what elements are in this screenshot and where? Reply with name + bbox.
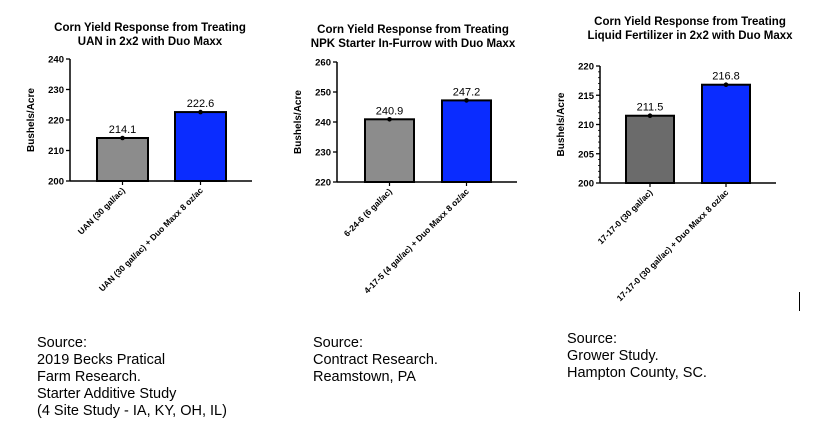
- source-line: Reamstown, PA: [313, 369, 416, 385]
- y-tick-label: 220: [315, 178, 331, 189]
- source-line: Source:: [567, 331, 617, 347]
- chart-title: NPK Starter In-Furrow with Duo Maxx: [311, 38, 516, 50]
- chart-title: Corn Yield Response from Treating: [317, 24, 509, 36]
- source-line: 2019 Becks Pratical: [37, 352, 166, 368]
- source-line: Hampton County, SC.: [567, 365, 707, 381]
- bar: [441, 99, 492, 183]
- data-point: [723, 82, 729, 88]
- y-tick-label: 215: [578, 91, 595, 102]
- y-tick-label: 200: [578, 179, 594, 190]
- source-line: Contract Research.: [313, 352, 438, 368]
- source-line: Source:: [313, 335, 363, 351]
- data-label: 211.5: [637, 102, 664, 114]
- y-tick-label: 250: [315, 88, 331, 99]
- data-point: [464, 98, 469, 103]
- data-label: 216.8: [712, 71, 740, 83]
- data-label: 240.9: [376, 105, 404, 117]
- y-tick-label: 205: [578, 149, 595, 160]
- x-tick-label: 17-17-0 (30 gal/ac): [596, 187, 655, 246]
- y-axis-label: Bushels/Acre: [26, 88, 37, 152]
- y-tick-label: 210: [48, 146, 64, 157]
- bar: [174, 111, 227, 182]
- data-point: [120, 135, 125, 141]
- y-tick-label: 230: [315, 148, 331, 159]
- y-tick-label: 220: [578, 62, 594, 73]
- y-tick-label: 200: [48, 177, 64, 188]
- source-line: Grower Study.: [567, 348, 659, 364]
- y-tick-label: 240: [48, 55, 64, 66]
- source-note-2: Source: Contract Research. Reamstown, PA: [313, 335, 438, 386]
- y-tick-label: 220: [48, 116, 64, 127]
- source-line: (4 Site Study - IA, KY, OH, IL): [37, 403, 227, 419]
- x-tick-label: 6-24-6 (6 gal/ac): [342, 186, 394, 238]
- data-label: 222.6: [187, 98, 215, 110]
- y-axis-label: Bushels/Acre: [293, 90, 304, 154]
- bar: [625, 114, 675, 184]
- chart-title: Liquid Fertilizer in 2x2 with Duo Maxx: [587, 30, 793, 42]
- y-tick-label: 210: [578, 120, 594, 131]
- data-label: 247.2: [453, 86, 481, 98]
- source-note-3: Source: Grower Study. Hampton County, SC…: [567, 331, 707, 382]
- bar: [364, 118, 415, 184]
- source-line: Source:: [37, 335, 87, 351]
- data-point: [387, 117, 392, 122]
- y-tick-label: 240: [315, 118, 331, 129]
- bar: [701, 83, 751, 184]
- source-note-1: Source: 2019 Becks Pratical Farm Researc…: [37, 335, 227, 420]
- y-tick-label: 260: [315, 58, 331, 69]
- x-tick-label: UAN (30 gal/ac): [76, 185, 127, 236]
- y-tick-label: 230: [48, 85, 64, 96]
- data-label: 214.1: [109, 124, 137, 136]
- source-line: Farm Research.: [37, 369, 141, 385]
- data-point: [198, 109, 203, 115]
- chart-title: UAN in 2x2 with Duo Maxx: [78, 36, 223, 48]
- data-point: [647, 113, 653, 119]
- chart-title: Corn Yield Response from Treating: [54, 22, 246, 34]
- text-cursor: [799, 292, 800, 311]
- y-axis-label: Bushels/Acre: [556, 92, 567, 156]
- chart-title: Corn Yield Response from Treating: [594, 16, 786, 28]
- source-line: Starter Additive Study: [37, 386, 177, 402]
- bar: [96, 136, 149, 182]
